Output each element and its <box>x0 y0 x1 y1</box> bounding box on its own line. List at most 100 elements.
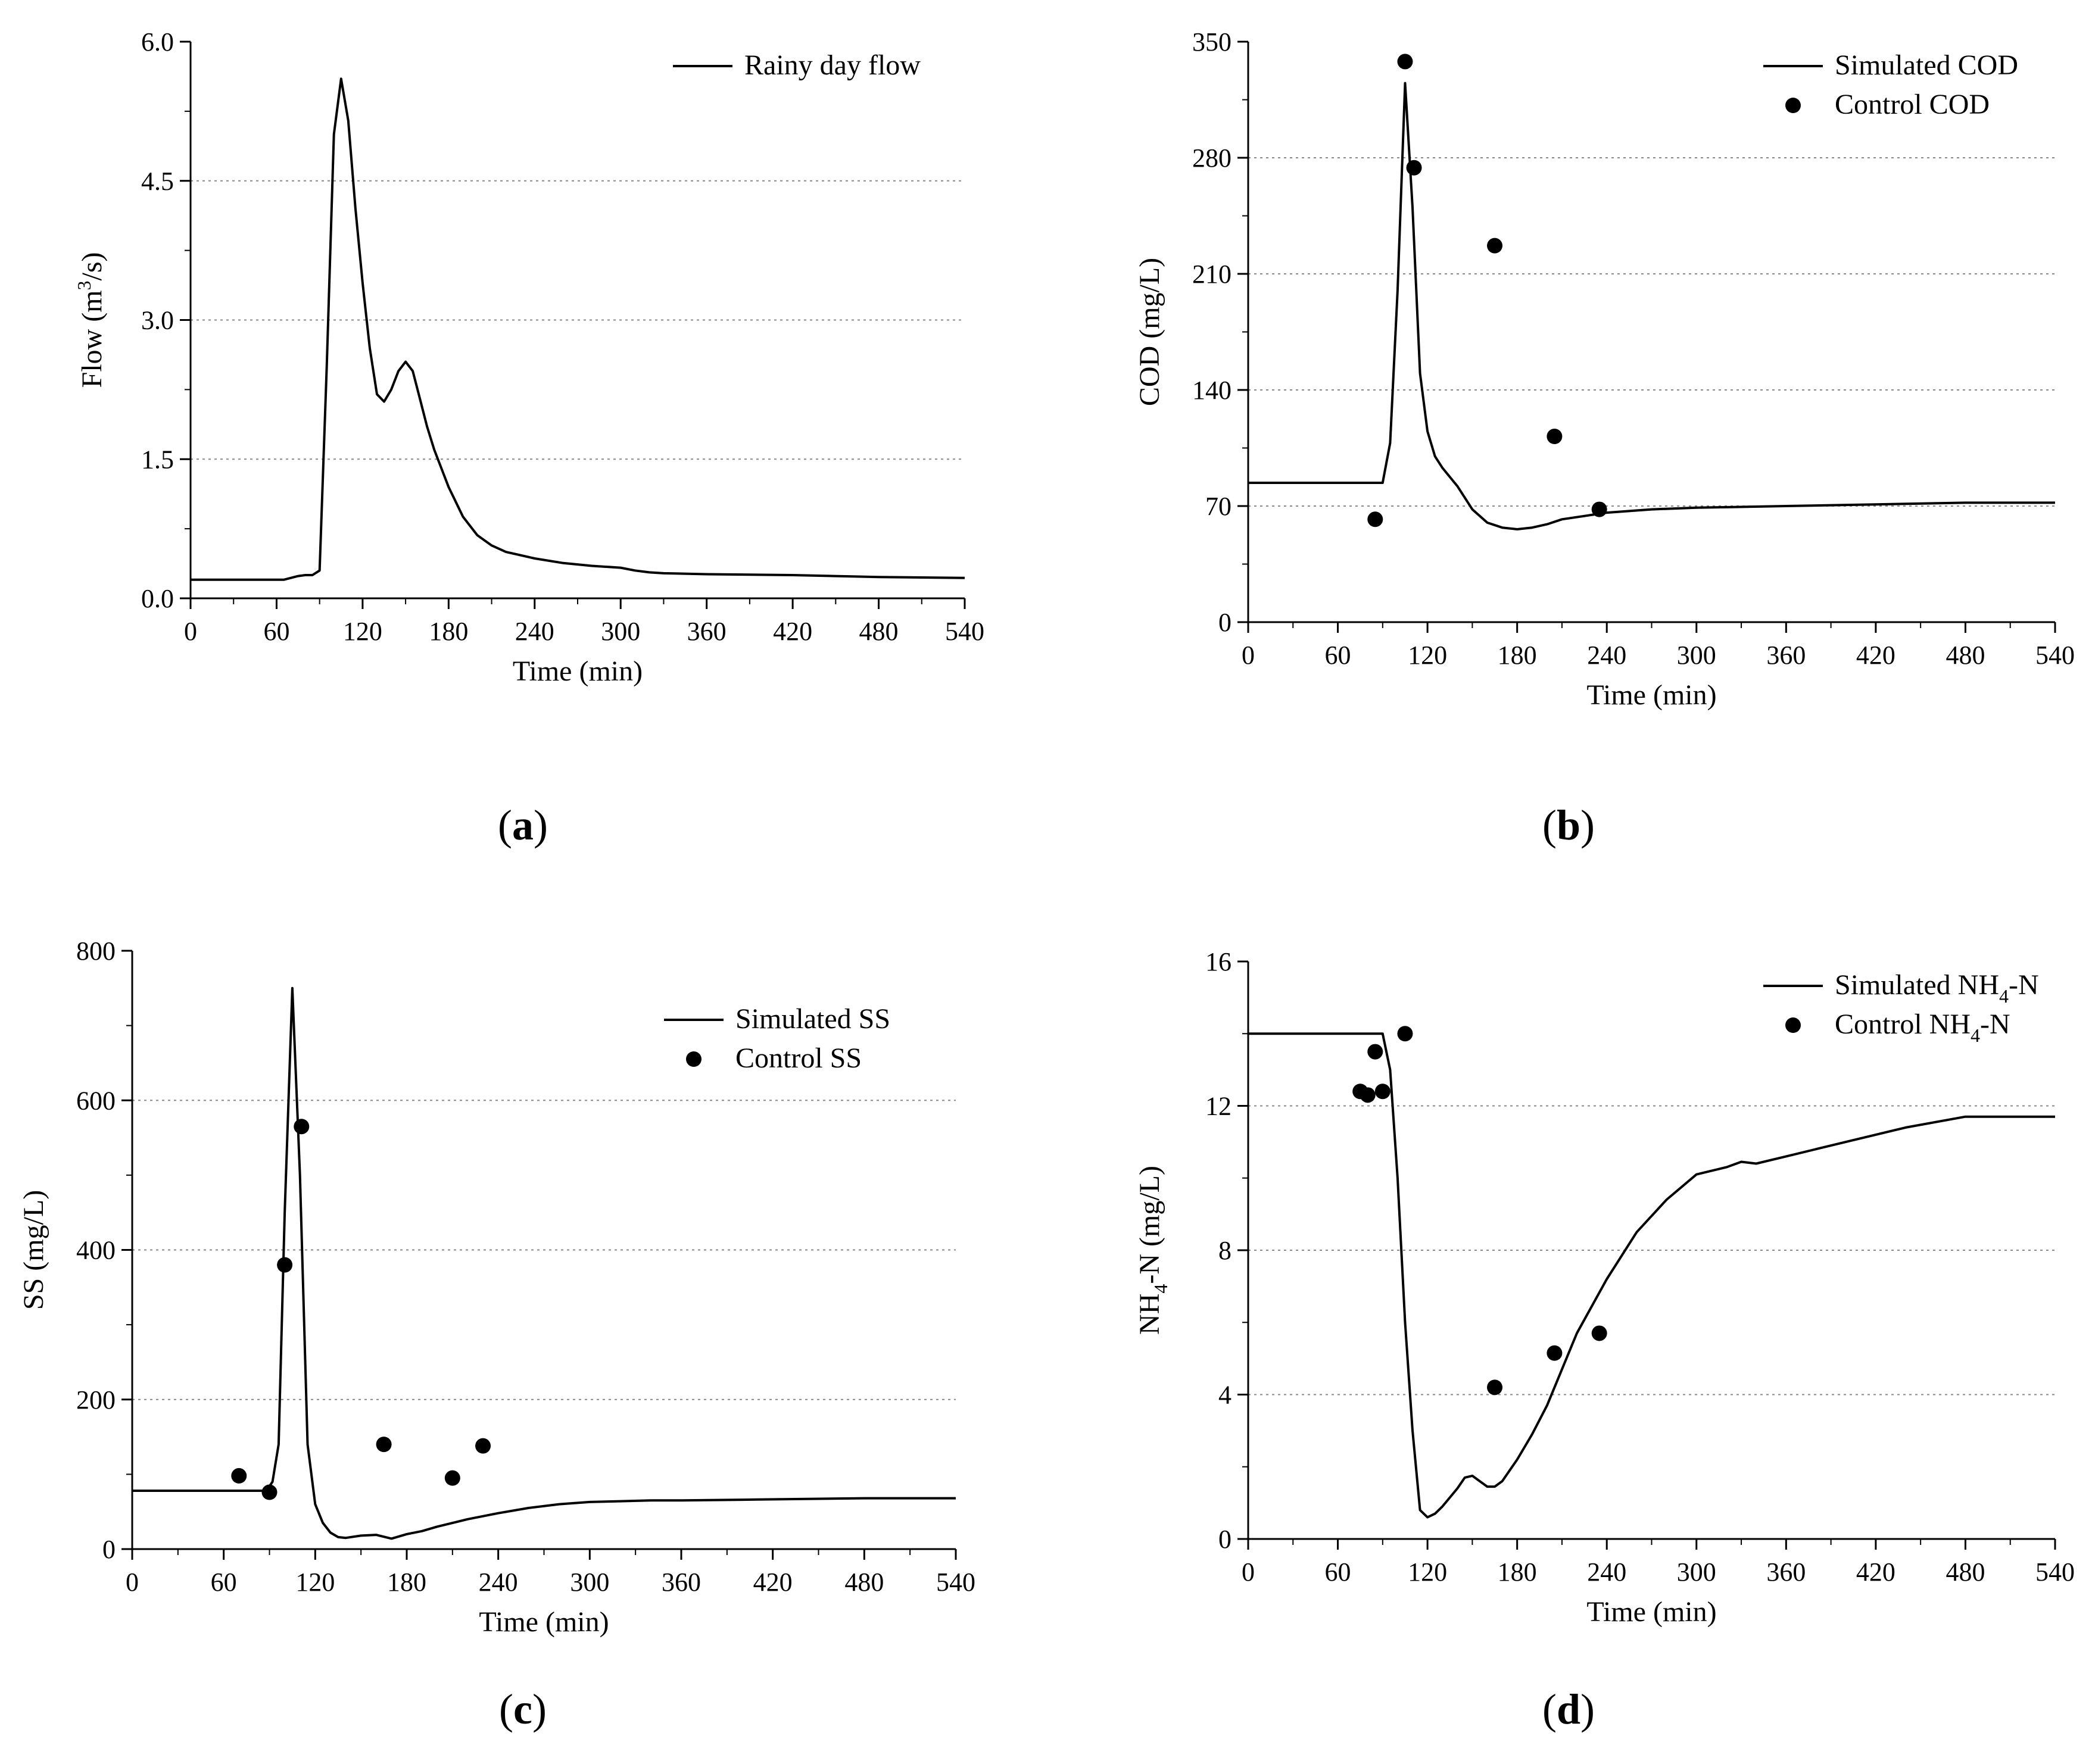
x-tick-label: 300 <box>601 617 640 646</box>
y-axis-label-text: Flow (m <box>76 290 108 388</box>
data-point <box>1367 511 1383 527</box>
x-tick-label: 420 <box>753 1568 793 1597</box>
x-tick-label: 180 <box>1498 1557 1537 1587</box>
x-tick-label: 360 <box>687 617 727 646</box>
y-tick-label: 200 <box>76 1385 116 1415</box>
x-tick-label: 60 <box>1325 641 1351 670</box>
x-tick-label: 300 <box>570 1568 609 1597</box>
x-tick-label: 540 <box>945 617 984 646</box>
y-axis-label: Flow (m3/s) <box>73 252 108 388</box>
x-tick-label: 300 <box>1677 641 1716 670</box>
legend-label-text: Simulated NH <box>1835 969 1999 1001</box>
legend-point-marker <box>686 1051 702 1067</box>
data-point <box>1374 1084 1390 1100</box>
nh4-chart: 0 60 120 180 240 300 360 420 480 540 0 4 8 12 16 Time (… <box>1134 947 2075 1628</box>
y-tick-label: 0.0 <box>141 584 174 613</box>
legend-label-text: -N <box>2009 969 2039 1001</box>
data-point <box>1487 1379 1503 1395</box>
x-tick-label: 240 <box>1587 1557 1626 1587</box>
x-tick-label: 420 <box>773 617 812 646</box>
y-tick-label: 0 <box>102 1535 116 1564</box>
legend-label-subscript: 4 <box>1999 985 2009 1007</box>
data-point <box>376 1437 392 1453</box>
x-axis-label: Time (min) <box>1586 1596 1716 1628</box>
y-tick-label: 350 <box>1192 27 1231 57</box>
legend-label-text: Control NH <box>1835 1009 1971 1040</box>
legend-label: Simulated COD <box>1835 49 2018 81</box>
legend-label: Rainy day flow <box>744 49 921 81</box>
y-axis-label-text: /s) <box>76 252 108 280</box>
legend-point-marker <box>1785 1017 1801 1033</box>
series-line <box>132 986 956 1540</box>
data-point <box>231 1468 247 1484</box>
ss-chart: 0 60 120 180 240 300 360 420 480 540 0 200 400 600 800… <box>18 936 975 1638</box>
data-point <box>1487 238 1503 254</box>
data-point <box>1547 429 1563 444</box>
x-tick-label: 60 <box>263 617 289 646</box>
x-tick-label: 180 <box>387 1568 426 1597</box>
y-tick-label: 280 <box>1192 143 1231 173</box>
y-tick-label: 3.0 <box>141 306 174 335</box>
data-point <box>1397 1026 1413 1042</box>
caption-c: (c) <box>499 1685 547 1733</box>
x-tick-label: 120 <box>1408 641 1447 670</box>
x-tick-label: 480 <box>859 617 899 646</box>
x-tick-label: 420 <box>1856 641 1895 670</box>
x-tick-label: 240 <box>515 617 554 646</box>
y-tick-label: 140 <box>1192 376 1231 405</box>
x-axis-label: Time (min) <box>1586 679 1716 711</box>
data-point <box>294 1119 310 1135</box>
data-point <box>1360 1087 1376 1103</box>
x-tick-label: 480 <box>1946 1557 1985 1587</box>
x-tick-label: 360 <box>662 1568 701 1597</box>
flow-chart: 0 60 120 180 240 300 360 420 480 540 0.0 1.5 3.0 4.5 6… <box>73 27 984 687</box>
y-tick-label: 16 <box>1205 947 1231 976</box>
x-tick-label: 360 <box>1766 1557 1806 1587</box>
x-tick-label: 480 <box>844 1568 884 1597</box>
legend-point-marker <box>1785 98 1801 113</box>
y-axis-label: COD (mg/L) <box>1134 258 1165 406</box>
y-axis-label: NH4-N (mg/L) <box>1134 1166 1171 1335</box>
legend-label: Simulated NH4-N <box>1835 969 2039 1007</box>
legend-label-text: -N <box>1980 1009 2010 1040</box>
x-axis-label: Time (min) <box>479 1606 609 1638</box>
y-tick-label: 12 <box>1205 1092 1231 1121</box>
data-point <box>444 1470 460 1486</box>
data-point <box>1591 501 1607 517</box>
data-point <box>261 1484 278 1500</box>
y-tick-label: 4.5 <box>141 167 174 196</box>
legend-label: Control COD <box>1835 89 1990 120</box>
y-tick-label: 70 <box>1205 492 1231 521</box>
x-tick-label: 540 <box>2035 1557 2075 1587</box>
y-tick-label: 1.5 <box>141 445 174 474</box>
data-point <box>277 1257 293 1273</box>
x-tick-label: 0 <box>126 1568 139 1597</box>
legend-label: Simulated SS <box>735 1003 890 1035</box>
y-axis-label: SS (mg/L) <box>18 1190 49 1310</box>
y-tick-label: 0 <box>1218 608 1231 637</box>
x-tick-label: 360 <box>1766 641 1806 670</box>
x-tick-label: 0 <box>1242 1557 1255 1587</box>
legend-label-subscript: 4 <box>1971 1025 1980 1046</box>
x-tick-label: 0 <box>1242 641 1255 670</box>
x-axis-label: Time (min) <box>513 655 643 687</box>
x-tick-label: 60 <box>1325 1557 1351 1587</box>
x-tick-label: 540 <box>2035 641 2075 670</box>
chart-panel-a: 0 60 120 180 240 300 360 420 480 540 0.0 1.5 3.0 4.5 6… <box>0 0 1046 881</box>
series-line <box>1248 82 2055 530</box>
data-point <box>1406 160 1422 176</box>
x-tick-label: 540 <box>936 1568 975 1597</box>
y-tick-label: 6.0 <box>141 27 174 57</box>
y-axis-label-text: NH <box>1134 1294 1165 1335</box>
y-tick-label: 600 <box>76 1086 116 1115</box>
chart-panel-b: 0 60 120 180 240 300 360 420 480 540 0 70 140 210 280 3… <box>1046 0 2091 881</box>
cod-chart: 0 60 120 180 240 300 360 420 480 540 0 70 140 210 280 3… <box>1134 27 2075 711</box>
y-tick-label: 400 <box>76 1236 116 1265</box>
data-point <box>1591 1325 1607 1341</box>
y-axis-label-text: -N (mg/L) <box>1134 1166 1165 1284</box>
x-tick-label: 120 <box>343 617 382 646</box>
x-tick-label: 240 <box>479 1568 518 1597</box>
y-tick-label: 800 <box>76 936 116 966</box>
x-tick-label: 420 <box>1856 1557 1895 1587</box>
series-line <box>191 77 965 581</box>
